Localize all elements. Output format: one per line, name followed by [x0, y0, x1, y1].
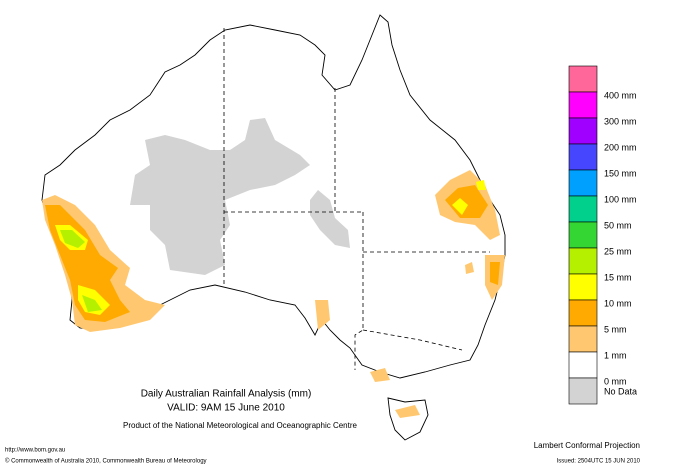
source-url: http://www.bom.gov.au: [5, 448, 65, 454]
state-border: [223, 28, 490, 370]
legend-swatch: [568, 377, 598, 405]
legend-swatch: [568, 65, 598, 93]
legend-label: 1 mm: [604, 350, 627, 360]
legend-swatch: [568, 273, 598, 301]
australia-mainland: [41, 14, 506, 379]
legend-label: 400 mm: [604, 90, 637, 100]
legend-label: 25 mm: [604, 246, 632, 256]
legend-label: 50 mm: [604, 220, 632, 230]
legend-swatch: [568, 91, 598, 119]
legend: 400 mm 300 mm 200 mm 150 mm 100 mm 50 mm 25 mm…: [568, 65, 637, 405]
legend-swatch: [568, 195, 598, 223]
legend-swatch: [568, 143, 598, 171]
legend-swatch: [568, 325, 598, 353]
valid-time: VALID: 9AM 15 June 2010: [167, 403, 285, 414]
map-title: Daily Australian Rainfall Analysis (mm): [141, 389, 312, 400]
no-data-area: [310, 190, 350, 248]
legend-swatch: [568, 169, 598, 197]
rain-10mm: [55, 225, 110, 315]
rain-15mm: [60, 230, 102, 312]
legend-swatch: [568, 117, 598, 145]
issued-time: Issued: 2504UTC 15 JUN 2010: [557, 459, 641, 465]
legend-swatch: [568, 351, 598, 379]
projection: Lambert Conformal Projection: [534, 441, 640, 450]
legend-label: 100 mm: [604, 194, 637, 204]
legend-swatch: [568, 247, 598, 275]
product-note: Product of the National Meteorological a…: [123, 421, 357, 430]
legend-swatch: [568, 221, 598, 249]
legend-label: No Data: [604, 386, 637, 396]
legend-label: 300 mm: [604, 116, 637, 126]
no-data-area: [130, 118, 310, 275]
legend-label: 0 mm: [604, 376, 627, 386]
legend-swatch: [568, 299, 598, 327]
legend-label: 15 mm: [604, 272, 632, 282]
rain-1mm: [315, 170, 505, 418]
legend-label: 10 mm: [604, 298, 632, 308]
legend-label: 150 mm: [604, 168, 637, 178]
legend-label: 5 mm: [604, 324, 627, 334]
copyright: © Commonwealth of Australia 2010, Common…: [5, 458, 207, 465]
legend-label: 200 mm: [604, 142, 637, 152]
tasmania: [387, 397, 429, 441]
rain-10mm: [452, 180, 486, 215]
